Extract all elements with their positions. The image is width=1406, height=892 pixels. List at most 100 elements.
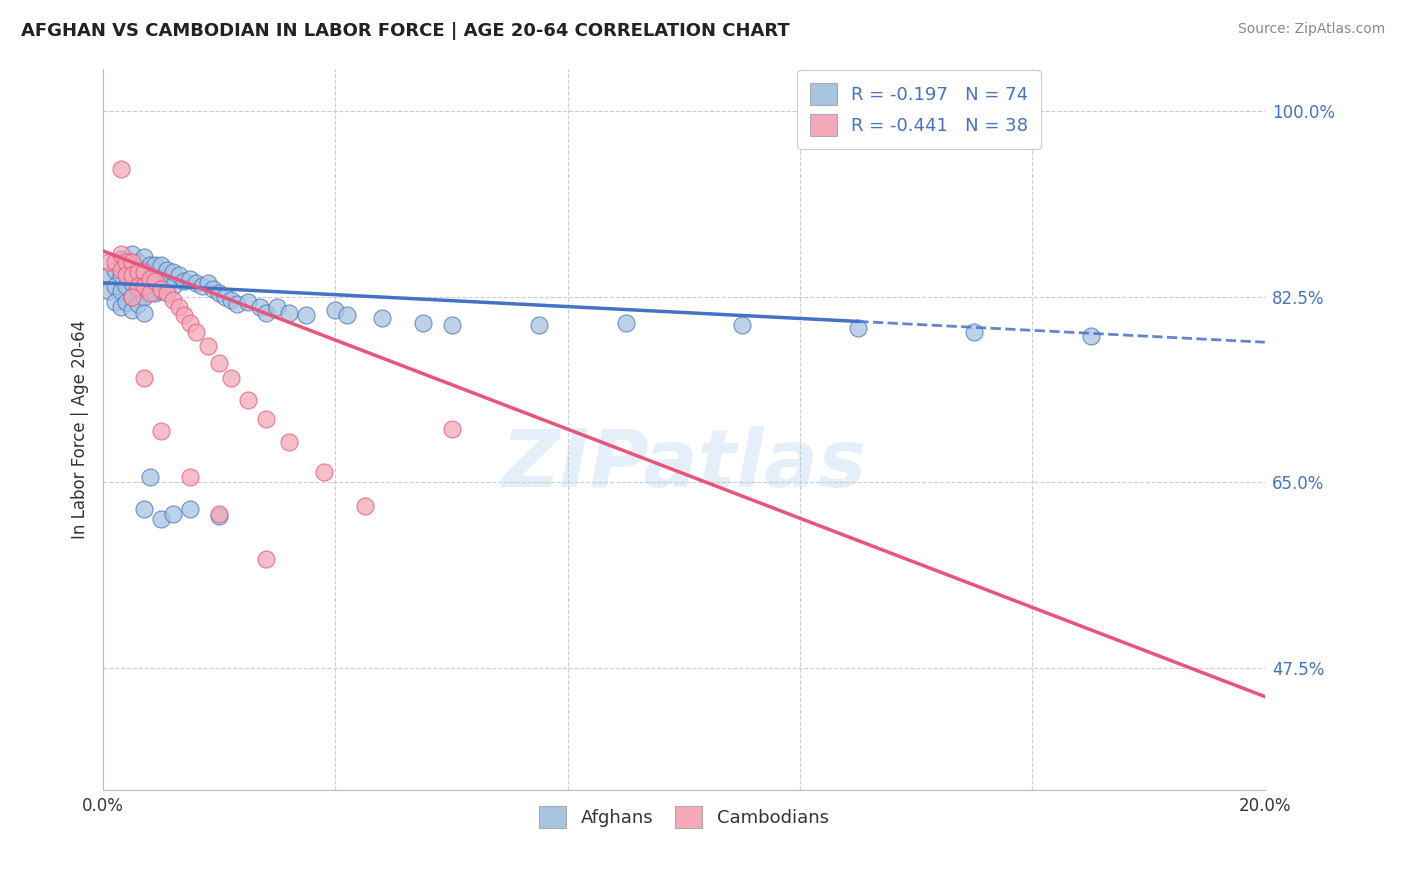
Point [238, 392, 260, 407]
Point [150, 270, 173, 285]
Point [97, 285, 120, 299]
Point [219, 293, 242, 307]
Point [150, 425, 173, 439]
Point [145, 274, 167, 288]
Text: AFGHAN VS CAMBODIAN IN LABOR FORCE | AGE 20-64 CORRELATION CHART: AFGHAN VS CAMBODIAN IN LABOR FORCE | AGE… [21, 22, 790, 40]
Point [132, 276, 155, 290]
Point [121, 247, 143, 261]
Point [132, 371, 155, 385]
Point [353, 499, 375, 513]
Point [254, 411, 277, 425]
Point [138, 470, 160, 484]
Point [238, 294, 260, 309]
Point [110, 252, 132, 267]
Point [336, 308, 359, 322]
Text: Source: ZipAtlas.com: Source: ZipAtlas.com [1237, 22, 1385, 37]
Point [208, 509, 231, 524]
Point [173, 308, 195, 322]
Point [197, 339, 219, 353]
Point [138, 286, 160, 301]
Point [150, 512, 173, 526]
Point [104, 263, 127, 277]
Point [278, 305, 301, 319]
Point [179, 470, 201, 484]
Point [104, 279, 127, 293]
Point [225, 297, 247, 311]
Point [214, 290, 236, 304]
Point [127, 265, 149, 279]
Point [121, 254, 143, 268]
Point [121, 290, 143, 304]
Point [127, 282, 149, 296]
Point [254, 551, 277, 566]
Point [150, 282, 173, 296]
Point [208, 286, 231, 301]
Legend: Afghans, Cambodians: Afghans, Cambodians [531, 798, 837, 835]
Point [110, 162, 132, 177]
Point [614, 316, 637, 330]
Point [145, 258, 167, 272]
Point [278, 434, 301, 449]
Point [963, 325, 986, 339]
Point [138, 258, 160, 272]
Point [121, 268, 143, 283]
Point [110, 300, 132, 314]
Point [184, 276, 207, 290]
Y-axis label: In Labor Force | Age 20-64: In Labor Force | Age 20-64 [72, 319, 89, 539]
Point [249, 300, 271, 314]
Point [127, 268, 149, 283]
Point [132, 305, 155, 319]
Point [162, 279, 184, 293]
Point [132, 251, 155, 265]
Point [440, 422, 463, 436]
Point [731, 318, 754, 333]
Point [121, 263, 143, 277]
Point [115, 279, 138, 293]
Point [167, 300, 190, 314]
Point [104, 254, 127, 268]
Text: ZIPatlas: ZIPatlas [502, 426, 866, 504]
Point [184, 325, 207, 339]
Point [132, 290, 155, 304]
Point [266, 300, 288, 314]
Point [145, 286, 167, 301]
Point [162, 507, 184, 521]
Point [97, 254, 120, 268]
Point [110, 268, 132, 283]
Point [115, 254, 138, 268]
Point [179, 501, 201, 516]
Point [127, 254, 149, 268]
Point [1080, 329, 1102, 343]
Point [162, 265, 184, 279]
Point [254, 305, 277, 319]
Point [132, 263, 155, 277]
Point [173, 274, 195, 288]
Point [371, 310, 394, 325]
Point [191, 279, 214, 293]
Point [325, 303, 347, 318]
Point [115, 265, 138, 279]
Point [440, 318, 463, 333]
Point [179, 271, 201, 285]
Point [208, 356, 231, 370]
Point [121, 290, 143, 304]
Point [412, 316, 434, 330]
Point [132, 501, 155, 516]
Point [145, 271, 167, 285]
Point [138, 285, 160, 299]
Point [179, 316, 201, 330]
Point [115, 252, 138, 267]
Point [150, 258, 173, 272]
Point [162, 293, 184, 307]
Point [527, 318, 550, 333]
Point [156, 276, 179, 290]
Point [312, 465, 335, 479]
Point [132, 265, 155, 279]
Point [150, 285, 173, 299]
Point [219, 371, 242, 385]
Point [156, 286, 179, 301]
Point [197, 276, 219, 290]
Point [127, 297, 149, 311]
Point [202, 282, 225, 296]
Point [127, 279, 149, 293]
